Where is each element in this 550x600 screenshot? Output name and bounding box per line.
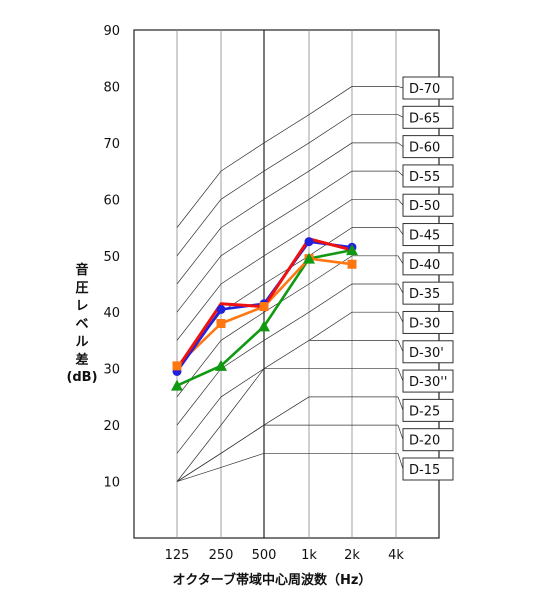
ref-label-box-D-30'' <box>402 369 454 393</box>
x-tick-500: 500 <box>252 548 277 563</box>
ref-label-D-35: D-35 <box>409 287 440 302</box>
ref-label-D-30: D-30 <box>409 316 440 331</box>
y-axis-title-part-1: 圧 <box>75 281 88 296</box>
ref-curve-D-30 <box>176 311 398 454</box>
ref-curve-D-35 <box>176 283 398 426</box>
ref-label-D-15: D-15 <box>409 463 440 478</box>
ref-label-D-70: D-70 <box>409 82 440 97</box>
y-tick-50: 50 <box>103 250 120 265</box>
marker-square-1-4 <box>347 259 357 269</box>
marker-circle-0-1 <box>216 304 226 314</box>
y-tick-60: 60 <box>103 193 120 208</box>
ref-curve-D-15 <box>176 452 398 482</box>
ref-curve-D-50 <box>176 198 398 341</box>
x-tick-125: 125 <box>165 548 190 563</box>
ref-label-D-55: D-55 <box>409 170 440 185</box>
x-tick-250: 250 <box>209 548 234 563</box>
ref-leader-D-25 <box>397 396 404 411</box>
ref-label-box-D-55 <box>402 164 454 188</box>
ref-label-D-60: D-60 <box>409 141 440 156</box>
y-axis-title-part-4: ル <box>75 335 88 350</box>
marker-square-1-1 <box>216 319 226 329</box>
y-tick-40: 40 <box>103 306 120 321</box>
ref-leader-D-70 <box>397 86 404 89</box>
x-axis-title: オクターブ帯域中心周波数（Hz） <box>173 572 372 588</box>
y-axis-title-part-5: 差 <box>75 352 88 368</box>
ref-label-D-65: D-65 <box>409 111 440 126</box>
y-axis-title-part-6: (dB) <box>66 370 97 385</box>
ref-leader-D-40 <box>397 255 404 265</box>
ref-label-box-D-45 <box>402 223 454 247</box>
ref-leader-D-30'' <box>397 368 404 382</box>
ref-leader-D-30' <box>397 340 404 352</box>
ref-leader-D-55 <box>397 170 404 177</box>
ref-curve-D-55 <box>176 170 398 313</box>
x-tick-4k: 4k <box>388 548 404 563</box>
ref-label-box-D-70 <box>402 76 454 100</box>
ref-leader-D-65 <box>397 114 404 118</box>
ref-leader-D-45 <box>397 227 404 235</box>
y-tick-90: 90 <box>103 24 120 39</box>
marker-triangle-2-1 <box>215 359 227 371</box>
ref-leader-D-20 <box>397 424 404 440</box>
y-axis-title-part-2: レ <box>75 299 88 314</box>
ref-label-box-D-30 <box>402 310 454 334</box>
marker-triangle-2-4 <box>346 244 358 256</box>
ref-label-D-25: D-25 <box>409 404 440 419</box>
ref-curve-D-70 <box>176 86 398 228</box>
ref-label-box-D-25 <box>402 398 454 422</box>
marker-triangle-2-3 <box>303 252 315 264</box>
ref-label-box-D-35 <box>402 281 454 305</box>
ref-curve-D-60 <box>176 142 398 285</box>
x-tick-labels: 125 250 500 1k 2k 4k <box>165 548 405 563</box>
reference-curve-labels: D-70 D-65 D-60 D-55 D-50 D-45 D-40 D-35 D-30 D-30… <box>397 76 454 481</box>
ref-label-D-40: D-40 <box>409 258 440 273</box>
y-tick-70: 70 <box>103 137 120 152</box>
ref-leader-D-15 <box>397 453 404 470</box>
ref-leader-D-50 <box>397 199 404 206</box>
marker-square-1-0 <box>172 361 182 371</box>
ref-label-box-D-50 <box>402 193 454 217</box>
ref-label-box-D-30' <box>402 340 454 364</box>
ref-label-box-D-40 <box>402 252 454 276</box>
x-tick-2k: 2k <box>344 548 360 563</box>
ref-label-D-30'': D-30'' <box>409 375 447 390</box>
y-tick-20: 20 <box>103 419 120 434</box>
marker-triangle-2-0 <box>171 379 183 391</box>
ref-label-box-D-20 <box>402 428 454 452</box>
ref-leader-D-35 <box>397 283 404 294</box>
ref-curve-D-40 <box>176 255 398 398</box>
ref-curve-D-20 <box>176 424 398 482</box>
y-tick-80: 80 <box>103 80 120 95</box>
ref-label-D-20: D-20 <box>409 434 440 449</box>
ref-curve-D-65 <box>176 114 398 257</box>
ref-label-box-D-15 <box>402 457 454 481</box>
marker-circle-0-3 <box>304 237 314 247</box>
marker-triangle-2-2 <box>258 320 270 332</box>
ref-label-box-D-60 <box>402 135 454 159</box>
y-axis-title-part-3: ベ <box>75 317 88 332</box>
y-tick-labels: 10 20 30 40 50 60 70 80 90 <box>103 24 120 491</box>
ref-label-D-30': D-30' <box>409 346 444 361</box>
ref-curve-D-30'' <box>176 368 398 482</box>
y-tick-30: 30 <box>103 363 120 378</box>
ref-label-D-45: D-45 <box>409 229 440 244</box>
y-axis-title-part-0: 音 <box>75 262 88 278</box>
ref-leader-D-60 <box>397 142 404 147</box>
ref-label-D-50: D-50 <box>409 199 440 214</box>
y-tick-10: 10 <box>103 476 120 491</box>
reference-curves <box>176 86 398 482</box>
series-markers <box>171 237 358 391</box>
ref-leader-D-30 <box>397 312 404 323</box>
ref-label-box-D-65 <box>402 105 454 129</box>
marker-square-1-2 <box>259 302 269 312</box>
x-tick-1k: 1k <box>301 548 317 563</box>
